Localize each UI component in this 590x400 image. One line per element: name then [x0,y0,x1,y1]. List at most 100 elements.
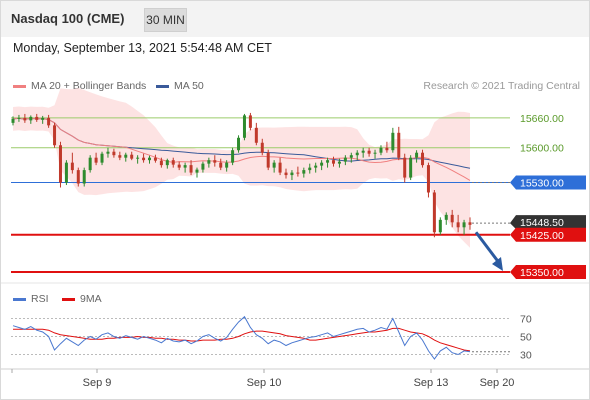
x-tick-label: Sep 9 [83,377,112,389]
candle-bear [70,162,74,171]
legend-9ma-label: 9MA [80,293,102,305]
candle-bear [171,160,175,165]
candle-bear [456,222,460,228]
level-tag-support [510,227,586,242]
candle-bear [58,145,62,183]
credit-text: Research © 2021 Trading Central [423,80,580,92]
level-label-support: 15425.00 [520,230,564,242]
candle-bull [379,147,383,153]
candle-bull [237,137,241,151]
candle-bear [94,157,98,163]
ma20-line [12,117,471,181]
candle-bull [302,170,306,174]
candle-bull [225,162,229,168]
candle-bear [47,117,51,126]
ma50-swatch [156,84,169,88]
candle-bull [195,169,199,173]
candle-bear [213,160,217,163]
level-tag-current [510,215,586,230]
legend-ma20: MA 20 + Bollinger Bands [13,80,146,92]
ma9-swatch [62,297,75,301]
level-label-resistance: 15660.00 [520,113,564,125]
report-datetime: Monday, September 13, 2021 5:54:48 AM CE… [13,41,272,55]
candle-bear [177,164,181,168]
rsi-tick-label: 50 [520,332,532,344]
projection-arrow-head [492,257,503,272]
candle-bear [248,115,252,128]
instrument-title: Nasdaq 100 (CME) [11,11,125,26]
candle-bear [112,151,116,156]
candle-bear [468,222,472,225]
candle-bear [260,142,264,153]
candle-bear [296,172,300,174]
candle-bull [320,162,324,166]
candle-bear [189,165,193,173]
candle-bear [130,154,134,159]
candle-bull [165,160,169,166]
candle-bull [343,157,347,162]
candle-bull [100,153,104,163]
level-tag-support [510,265,586,280]
candle-bull [11,118,15,123]
candle-bear [331,160,335,164]
x-tick-label: Sep 10 [247,377,282,389]
candle-bear [159,160,163,166]
candle-bull [355,152,359,156]
candle-bear [278,162,282,173]
level-label-support: 15350.00 [520,267,564,279]
candle-bull [207,160,211,164]
candle-bull [415,152,419,158]
candle-bear [450,214,454,223]
candle-bull [88,157,92,171]
candle-bull [29,116,33,121]
candle-bull [82,170,86,184]
candle-bull [106,151,110,154]
candle-bull [272,162,276,168]
candle-bull [17,117,21,119]
timeframe-tab[interactable]: 30 MIN [144,8,187,32]
rsi-line [12,315,471,360]
candle-bull [148,157,152,161]
candle-bear [385,147,389,151]
candle-bull [391,132,395,151]
candle-bull [124,154,128,158]
candle-bull [349,155,353,158]
candle-bear [367,150,371,154]
legend-rsi: RSI [13,293,49,305]
candle-bull [290,172,294,176]
ma20-swatch [13,84,26,88]
candle-bear [403,157,407,178]
level-label-pivot: 15530.00 [520,178,564,190]
x-tick-label: Sep 20 [480,377,515,389]
chart-header: Nasdaq 100 (CME) 30 MIN [1,1,589,37]
candle-bear [284,172,288,176]
candle-bull [438,219,442,233]
legend-rsi-label: RSI [31,293,49,305]
candle-bull [462,222,466,228]
candle-bull [183,165,187,168]
legend-ma20-label: MA 20 + Bollinger Bands [31,80,147,92]
candle-bear [266,152,270,168]
level-label-resistance: 15600.00 [520,143,564,155]
candle-bull [201,163,205,170]
candle-bull [326,160,330,163]
candle-bull [409,157,413,178]
candle-bear [142,157,146,161]
candle-bull [314,165,318,168]
level-tag-pivot [510,175,586,190]
candle-bear [254,127,258,143]
candle-bull [444,214,448,220]
rsi-ma9-line [13,327,471,352]
candle-bull [41,117,45,120]
candle-bear [53,125,57,146]
candle-bull [337,161,341,164]
candle-bear [219,162,223,168]
candle-bear [118,155,122,158]
candle-bear [432,192,436,233]
candle-bull [361,150,365,153]
candle-bear [23,117,27,121]
candle-bull [231,150,235,163]
candle-bear [76,170,80,184]
candle-bear [35,116,39,120]
candle-bull [308,167,312,171]
